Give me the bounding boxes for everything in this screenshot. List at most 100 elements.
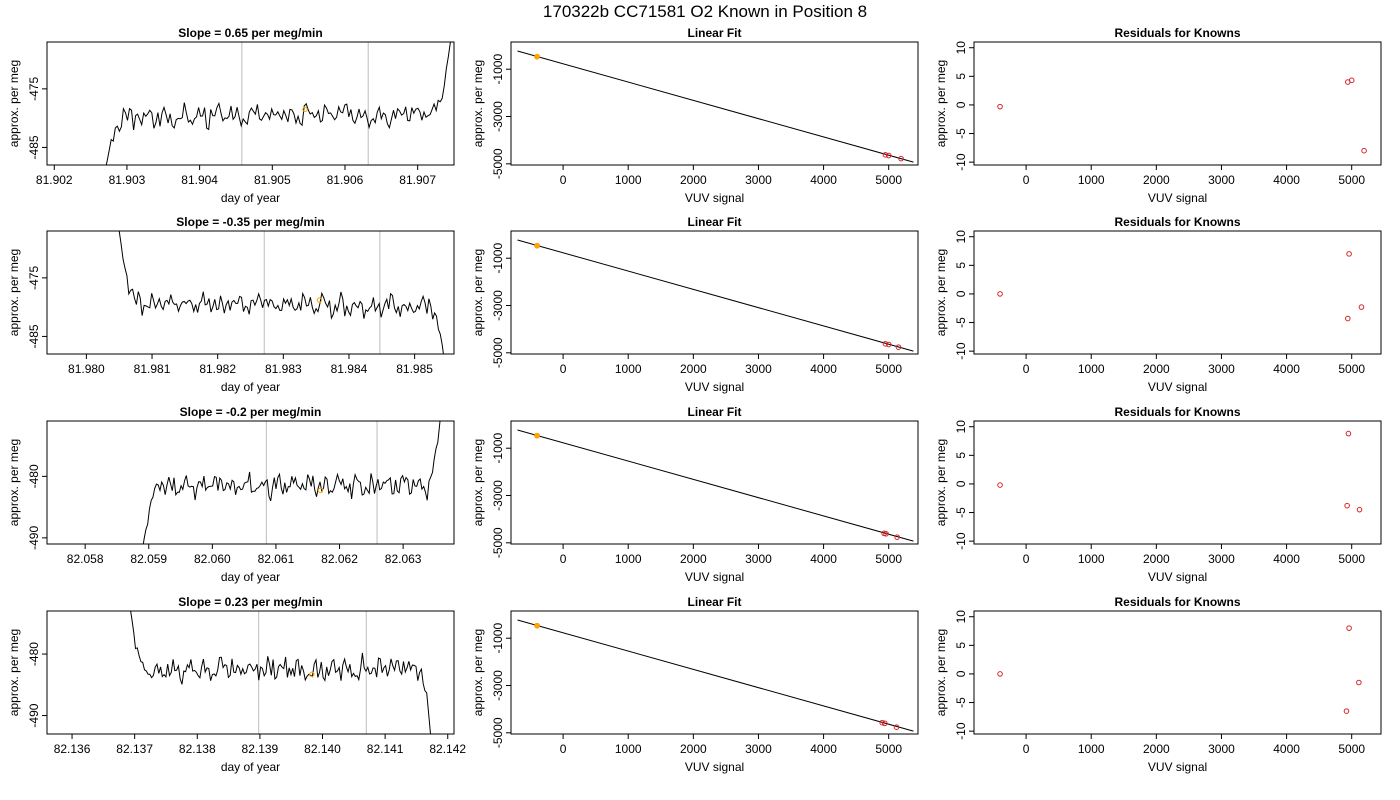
panel-frame: [46, 230, 455, 355]
x-axis-label: VUV signal: [685, 191, 744, 205]
fit-line: [517, 429, 914, 542]
y-tick-label: 10: [954, 420, 968, 434]
panel-title: Residuals for Knowns: [1114, 215, 1240, 229]
y-tick-label: -480: [27, 464, 41, 488]
x-tick-label: 82.137: [116, 742, 153, 756]
x-tick-label: 82.060: [194, 552, 231, 566]
x-tick-label: 5000: [1338, 742, 1365, 756]
x-tick-label: 2000: [1143, 552, 1170, 566]
y-tick-label: 5: [954, 73, 968, 80]
y-axis-label: approx. per meg: [7, 249, 21, 336]
x-axis-label: VUV signal: [685, 570, 744, 584]
panel-3: Residuals for Knowns 0 1000 2000 3000 4000 500…: [934, 26, 1382, 205]
x-tick-label: 82.136: [54, 742, 91, 756]
x-tick-label: 82.058: [67, 552, 104, 566]
panel-frame: [510, 41, 919, 166]
x-tick-label: 4000: [1273, 173, 1300, 187]
y-tick-label: -1000: [491, 243, 505, 274]
fit-line: [517, 619, 914, 732]
y-tick-label: -485: [27, 135, 41, 159]
x-tick-label: 0: [1023, 173, 1030, 187]
x-tick-label: 0: [1023, 552, 1030, 566]
x-tick-label: 4000: [810, 173, 837, 187]
x-tick-label: 2000: [680, 173, 707, 187]
x-tick-label: 81.906: [327, 173, 364, 187]
panel-frame: [973, 420, 1382, 545]
panel-7: Slope = -0.2 per meg/min 82.058 82.059 82.0…: [7, 405, 455, 584]
y-tick-label: -5: [954, 128, 968, 139]
y-axis-label: approx. per meg: [934, 60, 948, 147]
known-point: [885, 152, 892, 159]
plot-area: [517, 50, 914, 163]
panel-title: Slope = -0.2 per meg/min: [180, 405, 322, 419]
y-tick-label: 0: [954, 101, 968, 108]
x-tick-label: 0: [560, 742, 567, 756]
x-tick-label: 2000: [680, 742, 707, 756]
y-tick-label: -490: [27, 703, 41, 727]
plot-area: [517, 239, 914, 352]
x-tick-label: 1000: [1078, 173, 1105, 187]
plot-area: [997, 77, 1367, 154]
x-axis-label: day of year: [221, 380, 280, 394]
y-tick-label: -3000: [491, 670, 505, 701]
panel-title: Slope = -0.35 per meg/min: [176, 215, 324, 229]
residual-point: [1356, 506, 1363, 513]
y-tick-label: -490: [27, 526, 41, 550]
sample-point: [534, 622, 540, 629]
panel-title: Linear Fit: [687, 405, 741, 419]
x-tick-label: 1000: [1078, 362, 1105, 376]
panels: Slope = 0.65 per meg/min 81.902 81.903 81.9…: [7, 26, 1382, 774]
panel-12: Residuals for Knowns 0 1000 2000 3000 4000 500…: [934, 595, 1382, 774]
y-tick-label: 0: [954, 670, 968, 677]
known-point: [882, 152, 889, 158]
x-tick-label: 4000: [810, 552, 837, 566]
x-tick-label: 1000: [615, 173, 642, 187]
fit-line: [517, 239, 914, 352]
residual-point: [997, 671, 1003, 677]
x-tick-label: 82.139: [242, 742, 279, 756]
known-point: [898, 155, 904, 162]
residual-point: [997, 291, 1003, 297]
panel-title: Residuals for Knowns: [1114, 405, 1240, 419]
panel-title: Linear Fit: [687, 595, 741, 609]
x-tick-label: 82.141: [367, 742, 404, 756]
fit-line: [517, 50, 914, 163]
x-axis-label: VUV signal: [1148, 191, 1207, 205]
y-tick-label: -475: [27, 266, 41, 290]
sample-point: [534, 432, 540, 439]
plot-area: [997, 430, 1363, 513]
y-tick-label: -480: [27, 642, 41, 666]
x-tick-label: 81.984: [331, 362, 368, 376]
residual-point: [1343, 708, 1350, 714]
x-axis-label: VUV signal: [685, 760, 744, 774]
x-tick-label: 4000: [1273, 552, 1300, 566]
panel-frame: [510, 230, 919, 355]
plot-area: [130, 611, 432, 734]
residual-point: [1361, 147, 1367, 154]
x-tick-label: 81.985: [396, 362, 433, 376]
x-axis-label: day of year: [221, 191, 280, 205]
panel-title: Linear Fit: [687, 215, 741, 229]
x-tick-label: 81.980: [68, 362, 105, 376]
residual-point: [997, 103, 1003, 110]
panel-frame: [973, 41, 1382, 166]
y-tick-label: 5: [954, 642, 968, 649]
residual-point: [1344, 315, 1351, 322]
x-tick-label: 0: [1023, 362, 1030, 376]
plot-area: [997, 251, 1365, 322]
y-axis-label: approx. per meg: [471, 439, 485, 526]
y-tick-label: -1000: [491, 433, 505, 464]
residual-point: [1348, 77, 1355, 84]
mean-marker: [309, 671, 315, 678]
panel-title: Residuals for Knowns: [1114, 595, 1240, 609]
panel-5: Linear Fit 0 1000 2000 3000 4000 5000 -5000 -300…: [471, 215, 919, 394]
data-trace: [105, 42, 451, 165]
y-tick-label: -10: [954, 532, 968, 550]
plot-area: [142, 421, 441, 544]
x-axis-label: VUV signal: [1148, 570, 1207, 584]
panel-8: Linear Fit 0 1000 2000 3000 4000 5000 -5000 -300…: [471, 405, 919, 584]
x-tick-label: 3000: [745, 552, 772, 566]
residual-point: [1344, 502, 1350, 509]
x-tick-label: 1000: [615, 362, 642, 376]
